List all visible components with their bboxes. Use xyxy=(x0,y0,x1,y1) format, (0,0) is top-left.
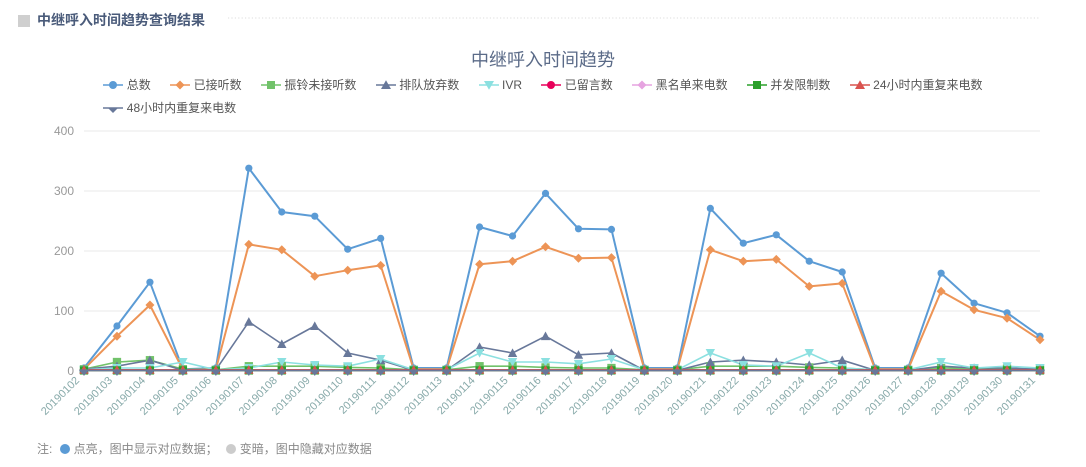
svg-text:100: 100 xyxy=(54,304,74,318)
svg-text:400: 400 xyxy=(54,124,74,138)
svg-text:300: 300 xyxy=(54,184,74,198)
svg-text:200: 200 xyxy=(54,244,74,258)
